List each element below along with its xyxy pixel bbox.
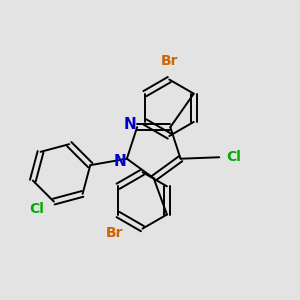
Text: Br: Br (106, 226, 123, 240)
Text: Cl: Cl (226, 150, 241, 164)
Text: Br: Br (160, 54, 178, 68)
Text: N: N (114, 154, 127, 169)
Text: N: N (124, 117, 137, 132)
Text: Cl: Cl (29, 202, 44, 216)
